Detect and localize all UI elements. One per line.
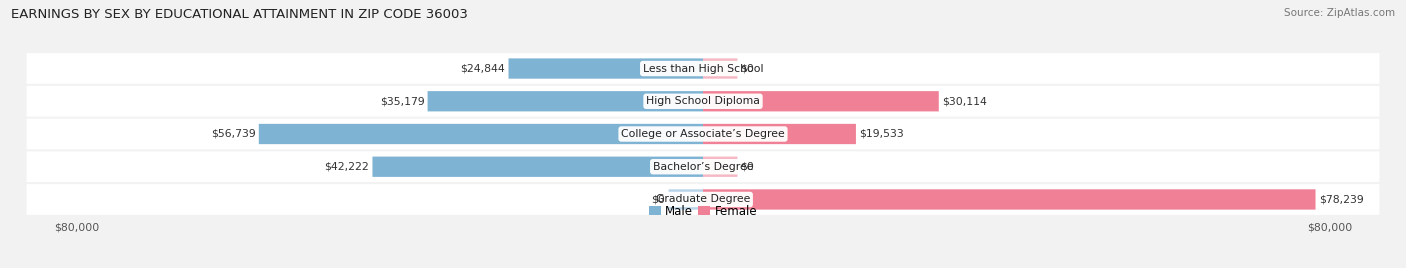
FancyBboxPatch shape <box>27 119 1379 149</box>
Text: $0: $0 <box>651 195 665 204</box>
Text: Graduate Degree: Graduate Degree <box>655 195 751 204</box>
FancyBboxPatch shape <box>259 124 703 144</box>
FancyBboxPatch shape <box>27 86 1379 117</box>
FancyBboxPatch shape <box>427 91 703 111</box>
FancyBboxPatch shape <box>703 157 737 177</box>
Legend: Male, Female: Male, Female <box>644 200 762 222</box>
FancyBboxPatch shape <box>27 184 1379 215</box>
Text: $0: $0 <box>741 162 755 172</box>
Text: Bachelor’s Degree: Bachelor’s Degree <box>652 162 754 172</box>
Text: $0: $0 <box>741 64 755 73</box>
FancyBboxPatch shape <box>703 124 856 144</box>
Text: Less than High School: Less than High School <box>643 64 763 73</box>
FancyBboxPatch shape <box>27 53 1379 84</box>
Text: $42,222: $42,222 <box>325 162 370 172</box>
FancyBboxPatch shape <box>509 58 703 79</box>
Text: $19,533: $19,533 <box>859 129 904 139</box>
Text: $30,114: $30,114 <box>942 96 987 106</box>
FancyBboxPatch shape <box>703 58 737 79</box>
Text: $56,739: $56,739 <box>211 129 256 139</box>
Text: $24,844: $24,844 <box>461 64 505 73</box>
FancyBboxPatch shape <box>27 151 1379 182</box>
Text: High School Diploma: High School Diploma <box>647 96 759 106</box>
FancyBboxPatch shape <box>373 157 703 177</box>
FancyBboxPatch shape <box>703 189 1316 210</box>
Text: $35,179: $35,179 <box>380 96 425 106</box>
Text: Source: ZipAtlas.com: Source: ZipAtlas.com <box>1284 8 1395 18</box>
FancyBboxPatch shape <box>668 189 703 210</box>
FancyBboxPatch shape <box>703 91 939 111</box>
Text: $78,239: $78,239 <box>1319 195 1364 204</box>
Text: EARNINGS BY SEX BY EDUCATIONAL ATTAINMENT IN ZIP CODE 36003: EARNINGS BY SEX BY EDUCATIONAL ATTAINMEN… <box>11 8 468 21</box>
Text: College or Associate’s Degree: College or Associate’s Degree <box>621 129 785 139</box>
